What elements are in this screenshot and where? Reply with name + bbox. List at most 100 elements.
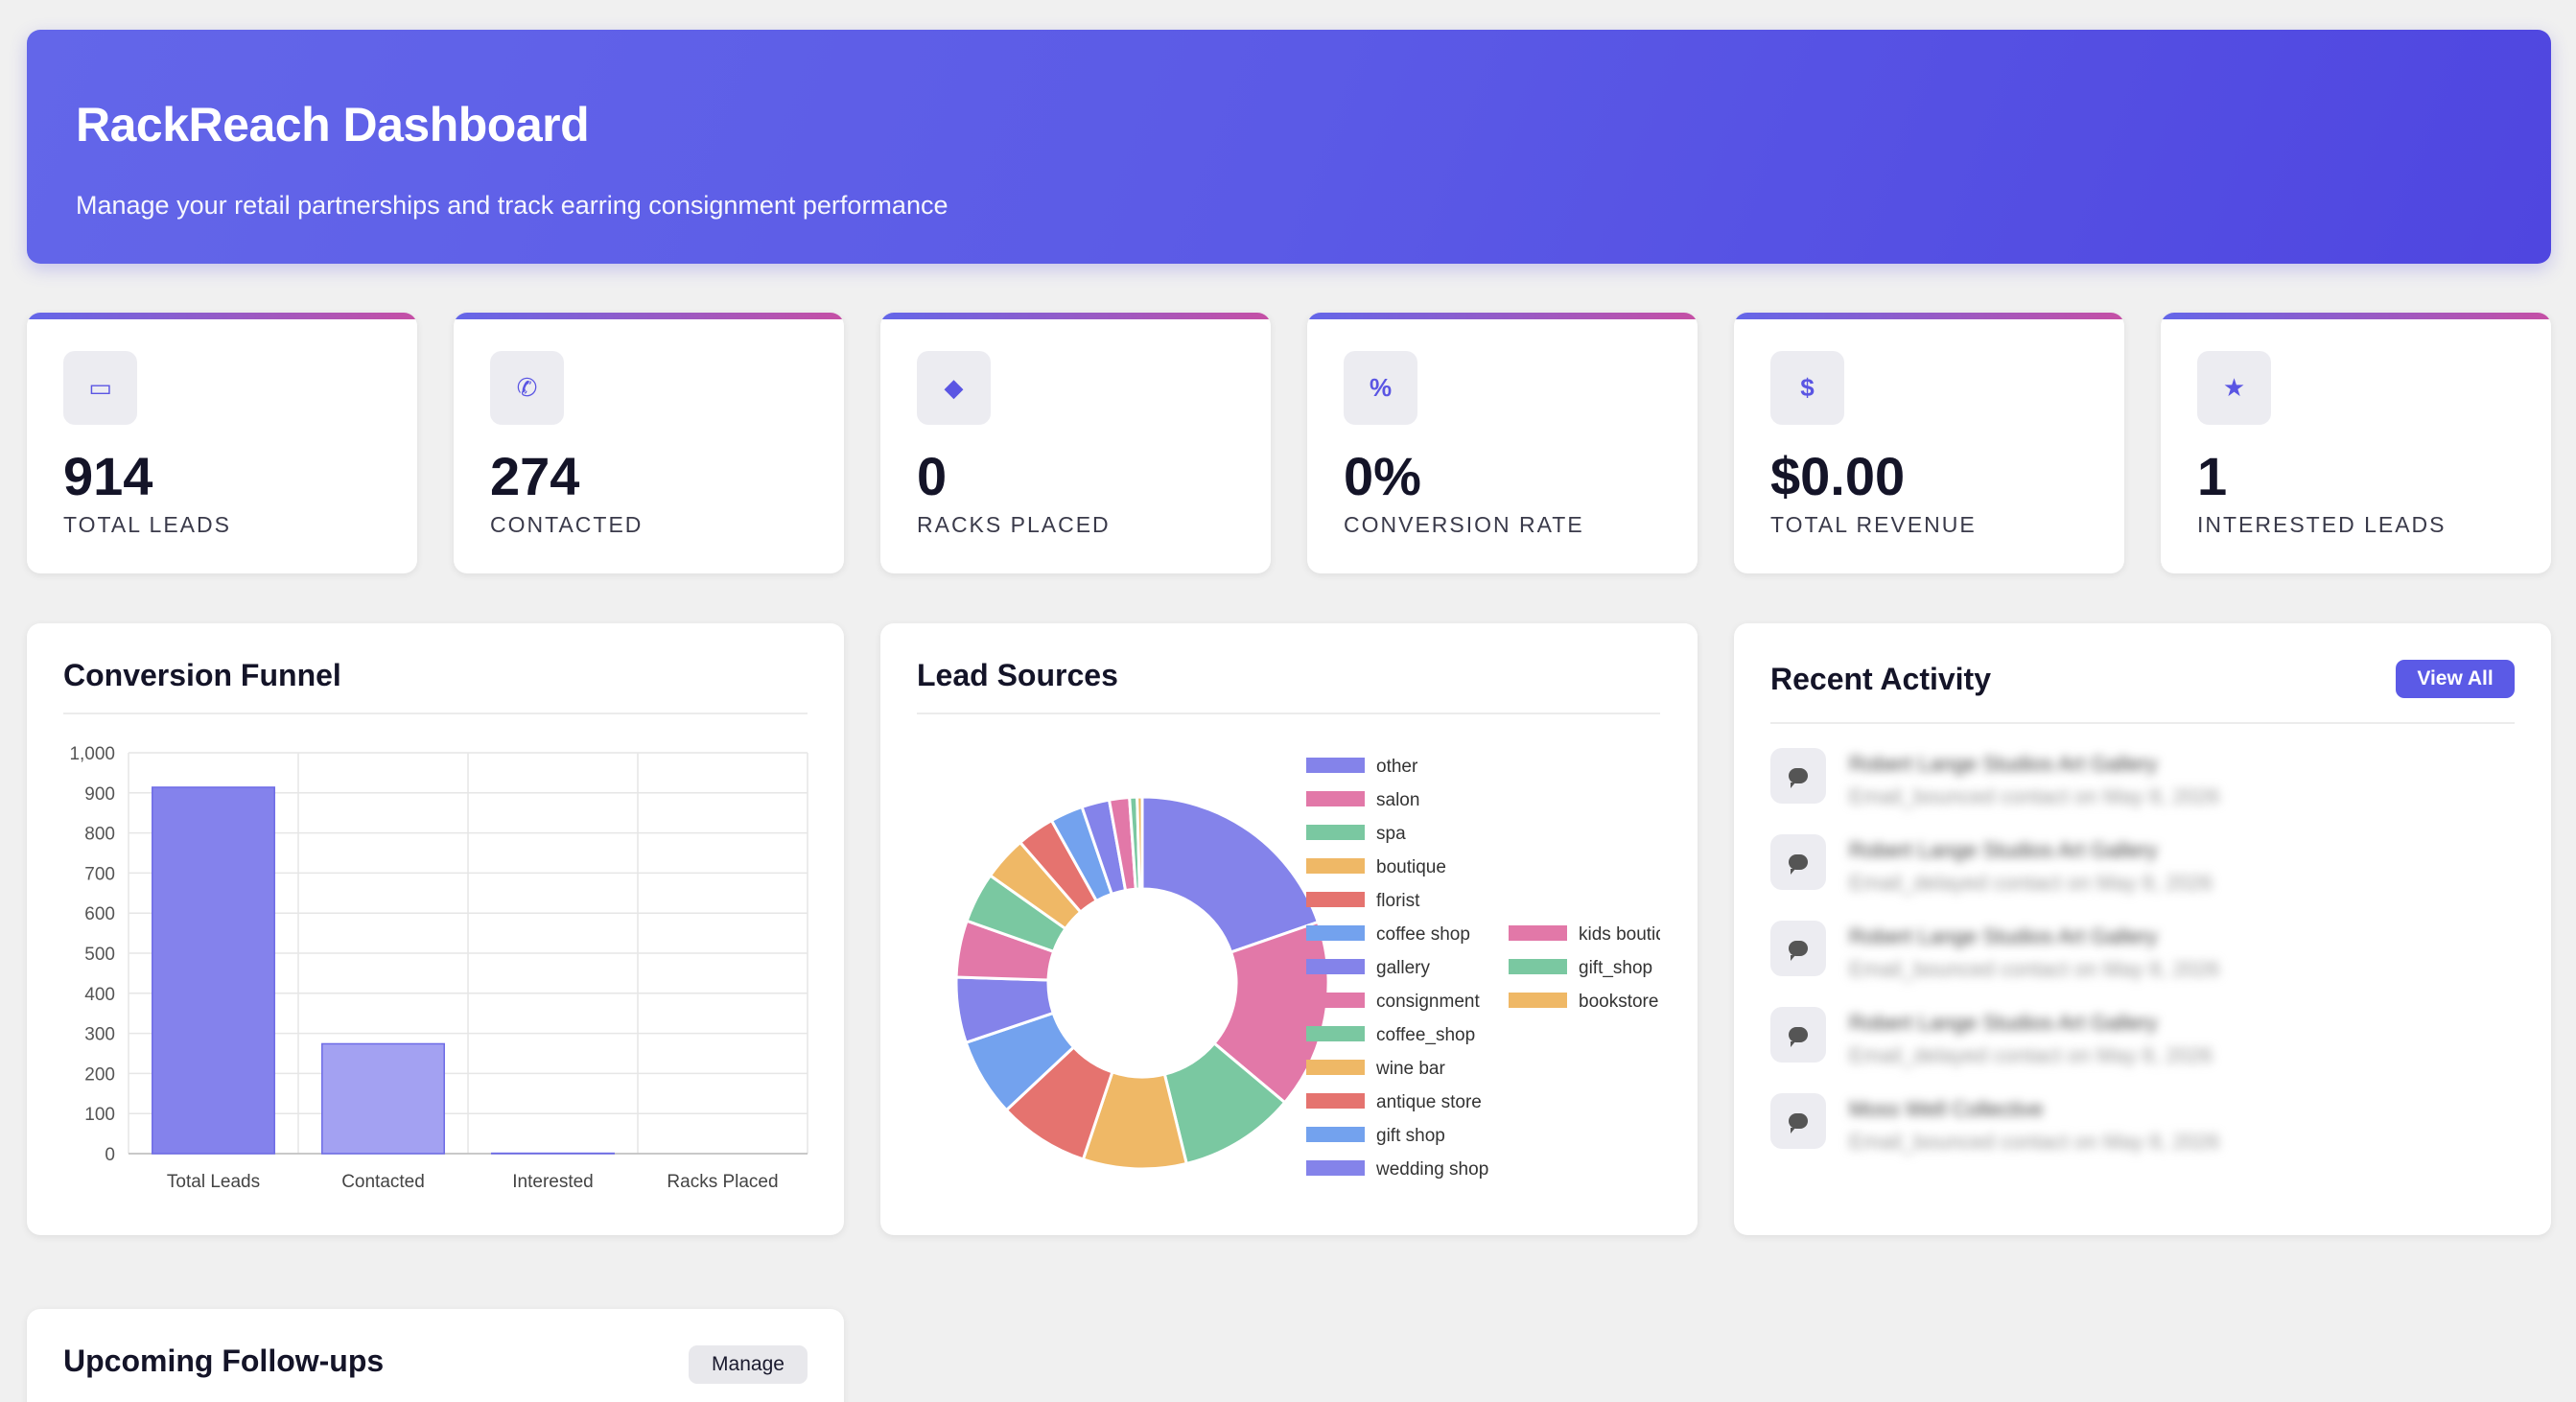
legend-label: wine bar xyxy=(1375,1059,1445,1079)
y-tick-label: 200 xyxy=(84,1064,115,1085)
y-tick-label: 300 xyxy=(84,1025,115,1045)
activity-subtitle: Email_delayed contact on May 8, 2026 xyxy=(1849,871,2213,895)
comment-icon xyxy=(1770,834,1826,890)
legend-label: bookstore xyxy=(1579,992,1658,1012)
x-tick-label: Interested xyxy=(512,1172,594,1192)
legend-swatch xyxy=(1306,1060,1365,1075)
legend-swatch xyxy=(1306,1093,1365,1109)
stat-card-interested-leads: ★ 1 INTERESTED LEADS xyxy=(2161,313,2551,573)
stat-label: TOTAL LEADS xyxy=(63,512,231,537)
stat-value: 914 xyxy=(63,446,153,506)
funnel-bar-chart: 0 100 200 300 400 500 600 700 800 900 1,000 Total L… xyxy=(69,744,808,1192)
divider xyxy=(917,713,1661,714)
stat-card-contacted: ✆ 274 CONTACTED xyxy=(454,313,844,573)
legend-swatch xyxy=(1306,858,1365,874)
activity-item[interactable]: Robert Lange Studios Art Gallery Email_b… xyxy=(1770,748,2557,808)
legend-swatch xyxy=(1306,925,1365,941)
panel-title: Lead Sources xyxy=(917,658,1118,692)
slice-salon xyxy=(1211,920,1330,1105)
comment-icon xyxy=(1770,1093,1826,1149)
y-tick-label: 800 xyxy=(84,825,115,845)
activity-item[interactable]: Moss Well Collective Email_bounced conta… xyxy=(1770,1093,2557,1154)
legend-label: wedding shop xyxy=(1375,1159,1488,1180)
legend-label: boutique xyxy=(1376,857,1446,877)
bar-contacted xyxy=(321,1042,445,1155)
legend-label: florist xyxy=(1376,891,1420,911)
stat-label: INTERESTED LEADS xyxy=(2197,512,2447,537)
stat-value: 0% xyxy=(1344,446,1421,506)
stat-label: CONVERSION RATE xyxy=(1344,512,1584,537)
legend-swatch xyxy=(1306,892,1365,907)
legend-label: coffee shop xyxy=(1376,924,1470,945)
slice-other xyxy=(1140,795,1321,954)
comment-icon xyxy=(1770,748,1826,804)
conversion-funnel-panel: Conversion Funnel 0 100 200 300 400 500 600 700… xyxy=(27,623,844,1235)
y-tick-label: 500 xyxy=(84,945,115,965)
lead-sources-panel: Lead Sources other salon spa boutique floris… xyxy=(880,623,1698,1235)
panel-title: Conversion Funnel xyxy=(63,658,341,692)
activity-subtitle: Email_delayed contact on May 8, 2026 xyxy=(1849,1043,2213,1067)
activity-item[interactable]: Robert Lange Studios Art Gallery Email_d… xyxy=(1770,1007,2557,1067)
legend-label: gift shop xyxy=(1376,1126,1445,1146)
stat-value: 1 xyxy=(2197,446,2228,506)
y-tick-label: 1,000 xyxy=(69,744,115,764)
stat-label: CONTACTED xyxy=(490,512,644,537)
y-tick-label: 600 xyxy=(84,904,115,924)
activity-subtitle: Email_bounced contact on May 8, 2026 xyxy=(1849,784,2220,808)
activity-title: Robert Lange Studios Art Gallery xyxy=(1849,838,2158,862)
page-subtitle: Manage your retail partnerships and trac… xyxy=(76,191,948,220)
comment-icon xyxy=(1770,921,1826,976)
store-icon: ▭ xyxy=(63,351,137,425)
dashboard-header: RackReach Dashboard Manage your retail p… xyxy=(27,30,2551,264)
legend-swatch xyxy=(1306,1026,1365,1041)
legend-label: consignment xyxy=(1376,992,1480,1012)
legend-swatch xyxy=(1306,1160,1365,1176)
x-tick-label: Total Leads xyxy=(167,1172,260,1192)
stat-value: 274 xyxy=(490,446,580,506)
page-title: RackReach Dashboard xyxy=(76,98,590,152)
activity-item[interactable]: Robert Lange Studios Art Gallery Email_b… xyxy=(1770,921,2557,981)
manage-button[interactable]: Manage xyxy=(689,1345,808,1384)
panel-title: Recent Activity xyxy=(1770,662,1991,696)
lead-sources-donut-chart: other salon spa boutique florist coffee shop g… xyxy=(954,623,1698,1235)
stat-value: $0.00 xyxy=(1770,446,1906,506)
activity-title: Robert Lange Studios Art Gallery xyxy=(1849,924,2158,948)
comment-icon xyxy=(1770,1007,1826,1063)
x-tick-label: Contacted xyxy=(341,1172,425,1192)
legend-label: gift_shop xyxy=(1579,958,1652,978)
y-tick-label: 400 xyxy=(84,985,115,1005)
star-icon: ★ xyxy=(2197,351,2271,425)
activity-subtitle: Email_bounced contact on May 8, 2026 xyxy=(1849,957,2220,981)
gem-icon: ◆ xyxy=(917,351,991,425)
legend-label: gallery xyxy=(1376,958,1430,978)
slice-bookstore xyxy=(1136,795,1144,891)
upcoming-followups-panel: Upcoming Follow-ups Manage xyxy=(27,1309,844,1402)
activity-title: Robert Lange Studios Art Gallery xyxy=(1849,752,2158,776)
view-all-button[interactable]: View All xyxy=(2396,660,2515,698)
stat-card-racks-placed: ◆ 0 RACKS PLACED xyxy=(880,313,1271,573)
stat-card-total-leads: ▭ 914 TOTAL LEADS xyxy=(27,313,417,573)
legend-swatch xyxy=(1509,993,1567,1008)
legend-swatch xyxy=(1306,825,1365,840)
legend-label: coffee_shop xyxy=(1376,1025,1475,1045)
activity-title: Robert Lange Studios Art Gallery xyxy=(1849,1011,2158,1035)
legend-label: other xyxy=(1376,757,1418,777)
legend-label: salon xyxy=(1376,790,1419,810)
legend-label: kids boutique xyxy=(1579,924,1686,945)
y-tick-label: 900 xyxy=(84,784,115,805)
dollar-icon: $ xyxy=(1770,351,1844,425)
legend-swatch xyxy=(1509,959,1567,974)
recent-activity-panel: Recent Activity View All Robert Lange St… xyxy=(1734,623,2551,1235)
legend-swatch xyxy=(1306,791,1365,806)
legend-swatch xyxy=(1306,993,1365,1008)
percent-icon: % xyxy=(1344,351,1417,425)
y-tick-label: 700 xyxy=(84,864,115,884)
phone-icon: ✆ xyxy=(490,351,564,425)
y-tick-label: 0 xyxy=(105,1145,115,1165)
x-tick-label: Racks Placed xyxy=(667,1172,778,1192)
stat-card-total-revenue: $ $0.00 TOTAL REVENUE xyxy=(1734,313,2124,573)
bar-total-leads xyxy=(152,786,275,1155)
stat-label: RACKS PLACED xyxy=(917,512,1111,537)
activity-item[interactable]: Robert Lange Studios Art Gallery Email_d… xyxy=(1770,834,2557,895)
legend-swatch xyxy=(1306,1127,1365,1142)
